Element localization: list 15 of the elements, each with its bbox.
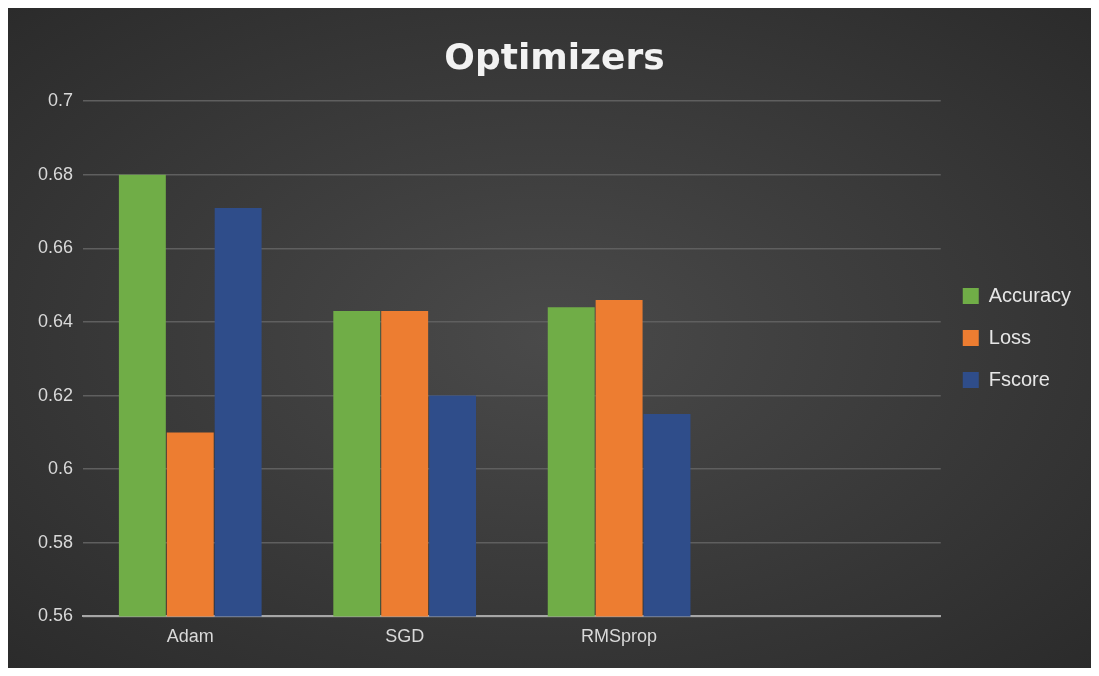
legend-label: Loss [988, 325, 1031, 348]
x-tick-label: Adam [166, 626, 214, 647]
y-tick-label: 0.62 [37, 384, 74, 405]
y-tick-label: 0.7 [48, 90, 74, 111]
y-tick-label: 0.68 [37, 163, 74, 184]
x-tick-label: SGD [385, 626, 425, 647]
y-tick-label: 0.56 [37, 605, 74, 626]
legend-label: Accuracy [988, 283, 1071, 306]
chart-title: Optimizers [444, 35, 665, 77]
y-tick-label: 0.66 [37, 237, 74, 258]
legend-label: Fscore [988, 367, 1050, 390]
y-tick-label: 0.64 [37, 310, 74, 331]
y-tick-label: 0.58 [37, 531, 74, 552]
x-tick-label: RMSprop [581, 626, 658, 647]
y-tick-label: 0.6 [48, 458, 74, 479]
